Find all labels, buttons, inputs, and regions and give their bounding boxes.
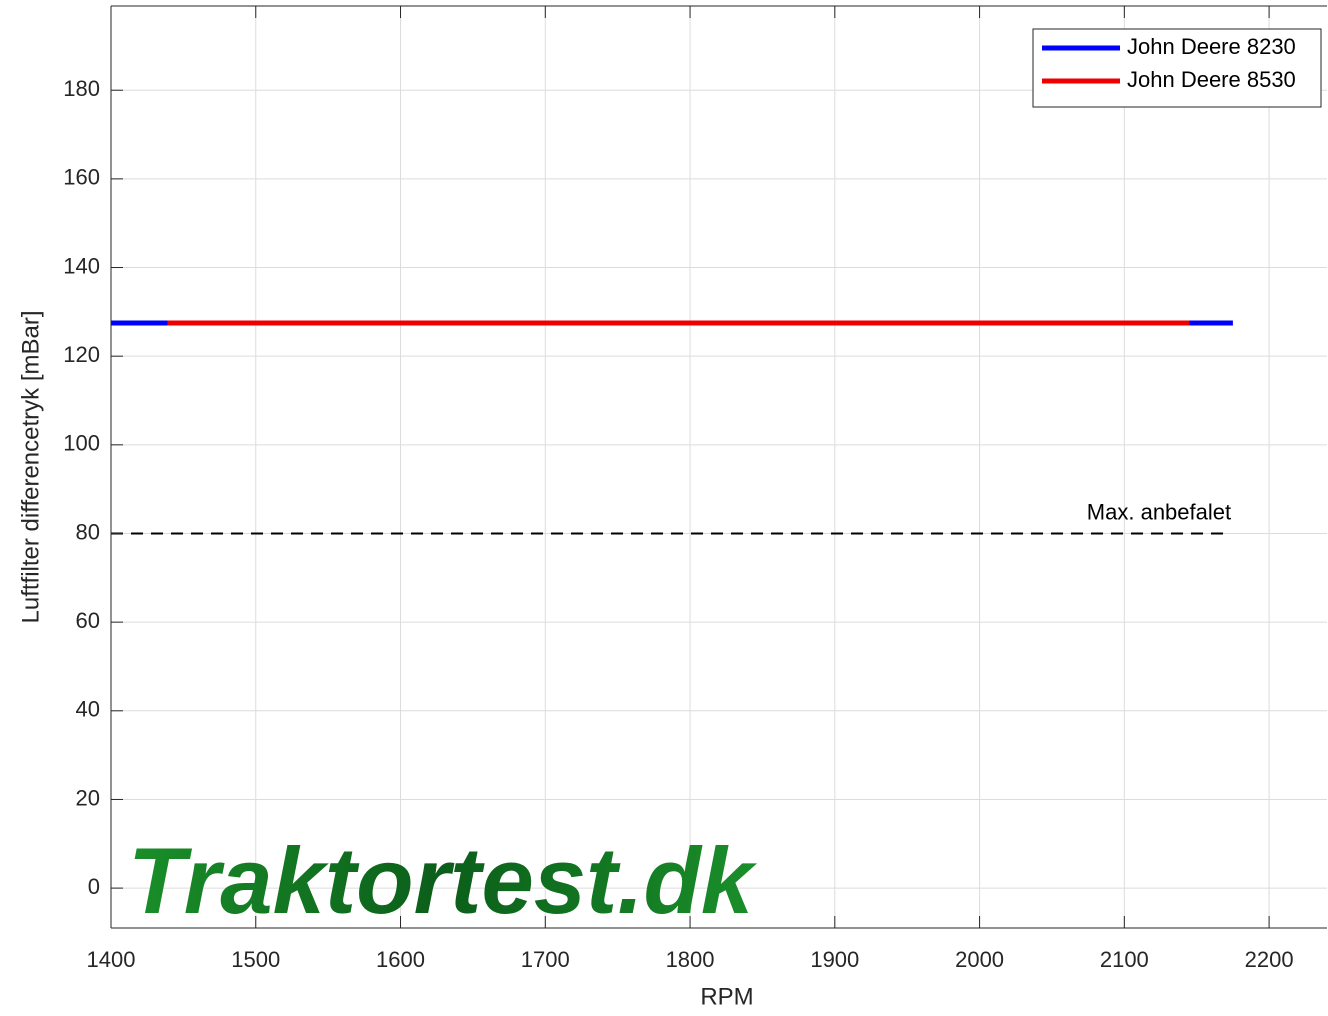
x-tick-label: 1800 (666, 947, 715, 972)
y-axis-label: Luftfilter differencetryk [mBar] (17, 310, 44, 623)
x-tick-label: 2000 (955, 947, 1004, 972)
y-tick-label: 80 (76, 519, 100, 544)
x-tick-label: 1900 (810, 947, 859, 972)
x-tick-label: 1500 (231, 947, 280, 972)
y-tick-label: 140 (63, 253, 100, 278)
y-tick-label: 60 (76, 608, 100, 633)
x-tick-label: 1400 (87, 947, 136, 972)
y-tick-label: 40 (76, 697, 100, 722)
x-tick-label: 2200 (1245, 947, 1294, 972)
x-tick-label: 1700 (521, 947, 570, 972)
y-tick-label: 0 (88, 874, 100, 899)
x-tick-label: 2100 (1100, 947, 1149, 972)
y-tick-label: 20 (76, 785, 100, 810)
y-tick-label: 100 (63, 431, 100, 456)
y-tick-label: 180 (63, 76, 100, 101)
x-tick-label: 1600 (376, 947, 425, 972)
legend-label: John Deere 8530 (1127, 67, 1296, 92)
legend-label: John Deere 8230 (1127, 34, 1296, 59)
y-tick-label: 160 (63, 165, 100, 190)
x-axis-label: RPM (700, 983, 753, 1010)
marks (111, 320, 1233, 535)
grid (110, 6, 1327, 928)
y-tick-label: 120 (63, 342, 100, 367)
legend-box (1032, 28, 1322, 108)
reference-label: Max. anbefalet (1087, 499, 1231, 524)
watermark: Traktortest.dk (128, 828, 758, 933)
